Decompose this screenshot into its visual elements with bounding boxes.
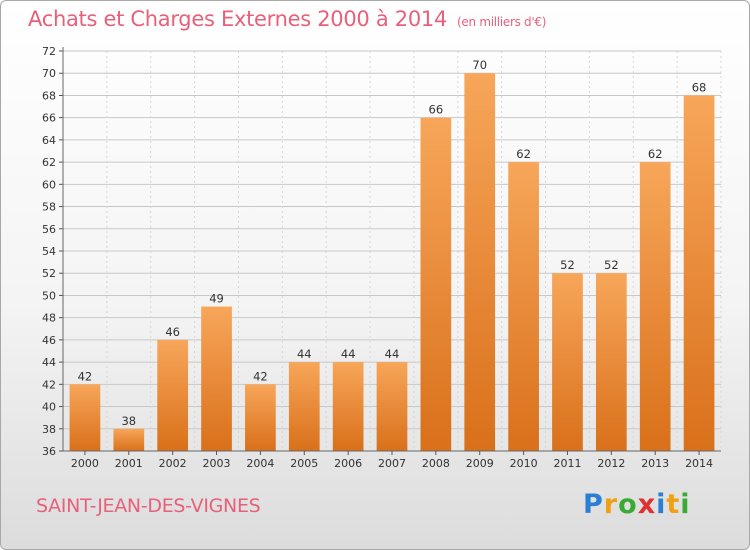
- bar-2005: [288, 362, 320, 451]
- title-unit: (en milliers d'€): [457, 15, 547, 29]
- value-label-2003: 49: [209, 292, 224, 306]
- y-tick-label: 50: [42, 289, 56, 302]
- logo-letter: i: [656, 489, 667, 520]
- value-label-2005: 44: [297, 347, 312, 361]
- bar-2002: [157, 339, 189, 451]
- y-tick-label: 66: [42, 112, 56, 125]
- chart-title: Achats et Charges Externes 2000 à 2014 (e…: [28, 7, 546, 31]
- x-tick-label-2002: 2002: [159, 457, 187, 470]
- x-tick-label-2000: 2000: [71, 457, 99, 470]
- y-tick-labels: 36 38 40 42 44 46 48 50 52 54 56 58 60 62 64 66 68 70 72: [42, 45, 56, 458]
- y-tick-label: 60: [42, 178, 56, 191]
- y-tick-label: 40: [42, 401, 56, 414]
- y-tick-label: 52: [42, 267, 56, 280]
- value-label-2006: 44: [341, 347, 356, 361]
- logo-letter: t: [666, 489, 681, 520]
- y-tick-label: 70: [42, 67, 56, 80]
- y-tick-label: 72: [42, 45, 56, 58]
- x-tick-label-2008: 2008: [422, 457, 450, 470]
- value-label-2013: 62: [648, 147, 663, 161]
- bar-2001: [113, 428, 145, 451]
- value-label-2010: 62: [516, 147, 531, 161]
- x-tick-label-2013: 2013: [641, 457, 669, 470]
- value-label-2007: 44: [385, 347, 400, 361]
- value-label-2002: 46: [165, 325, 180, 339]
- logo-letter: o: [618, 489, 638, 520]
- x-tick-label-2009: 2009: [466, 457, 494, 470]
- bar-2009: [464, 73, 496, 451]
- bar-2000: [69, 384, 101, 451]
- value-label-2008: 66: [429, 103, 444, 117]
- x-tick-label-2004: 2004: [246, 457, 274, 470]
- y-tick-label: 42: [42, 378, 56, 391]
- value-labels: 42 38 46 49 42 44 44 44 66 70 62 52 52 62 68: [78, 58, 707, 428]
- y-tick-label: 56: [42, 223, 56, 236]
- bar-2006: [332, 362, 364, 451]
- bar-2014: [683, 95, 715, 451]
- y-tick-label: 64: [42, 134, 56, 147]
- value-label-2012: 52: [604, 258, 619, 272]
- x-tick-label-2010: 2010: [510, 457, 538, 470]
- logo-letter: x: [637, 489, 657, 520]
- x-tick-label-2001: 2001: [115, 457, 143, 470]
- x-tick-label-2003: 2003: [203, 457, 231, 470]
- value-label-2000: 42: [78, 369, 93, 383]
- logo-letter: P: [583, 489, 604, 520]
- x-tick-label-2005: 2005: [290, 457, 318, 470]
- value-label-2014: 68: [692, 80, 707, 94]
- logo-letter: i: [680, 489, 691, 520]
- proxiti-logo: Proxiti: [583, 489, 691, 520]
- bars: [69, 73, 715, 452]
- x-tick-label-2012: 2012: [597, 457, 625, 470]
- commune-name: SAINT-JEAN-DES-VIGNES: [36, 495, 261, 517]
- bar-2012: [595, 273, 627, 451]
- value-label-2009: 70: [472, 58, 487, 72]
- bar-2008: [420, 117, 452, 452]
- title-text: Achats et Charges Externes 2000 à 2014: [28, 7, 448, 31]
- bar-2007: [376, 362, 408, 451]
- y-tick-label: 46: [42, 334, 56, 347]
- x-tick-label-2014: 2014: [685, 457, 713, 470]
- value-label-2001: 38: [121, 414, 136, 428]
- bar-2004: [245, 384, 276, 451]
- y-tick-label: 36: [42, 445, 56, 458]
- x-tick-label-2011: 2011: [553, 457, 581, 470]
- value-label-2004: 42: [253, 369, 268, 383]
- bar-2013: [639, 162, 671, 451]
- y-tick-label: 62: [42, 156, 56, 169]
- bar-2011: [552, 273, 583, 451]
- y-tick-label: 44: [42, 356, 56, 369]
- x-tick-label-2006: 2006: [334, 457, 362, 470]
- logo-letter: r: [603, 489, 619, 520]
- y-tick-label: 58: [42, 201, 56, 214]
- x-tick-label-2007: 2007: [378, 457, 406, 470]
- value-label-2011: 52: [560, 258, 575, 272]
- bar-2003: [201, 306, 232, 451]
- y-tick-label: 48: [42, 312, 56, 325]
- y-tick-label: 38: [42, 423, 56, 436]
- x-tick-labels: 2000 2001 2002 2003 2004 2005 2006 2007 2008 2009…: [71, 451, 713, 470]
- bar-2010: [508, 162, 539, 451]
- y-tick-label: 68: [42, 89, 56, 102]
- y-tick-label: 54: [42, 245, 56, 258]
